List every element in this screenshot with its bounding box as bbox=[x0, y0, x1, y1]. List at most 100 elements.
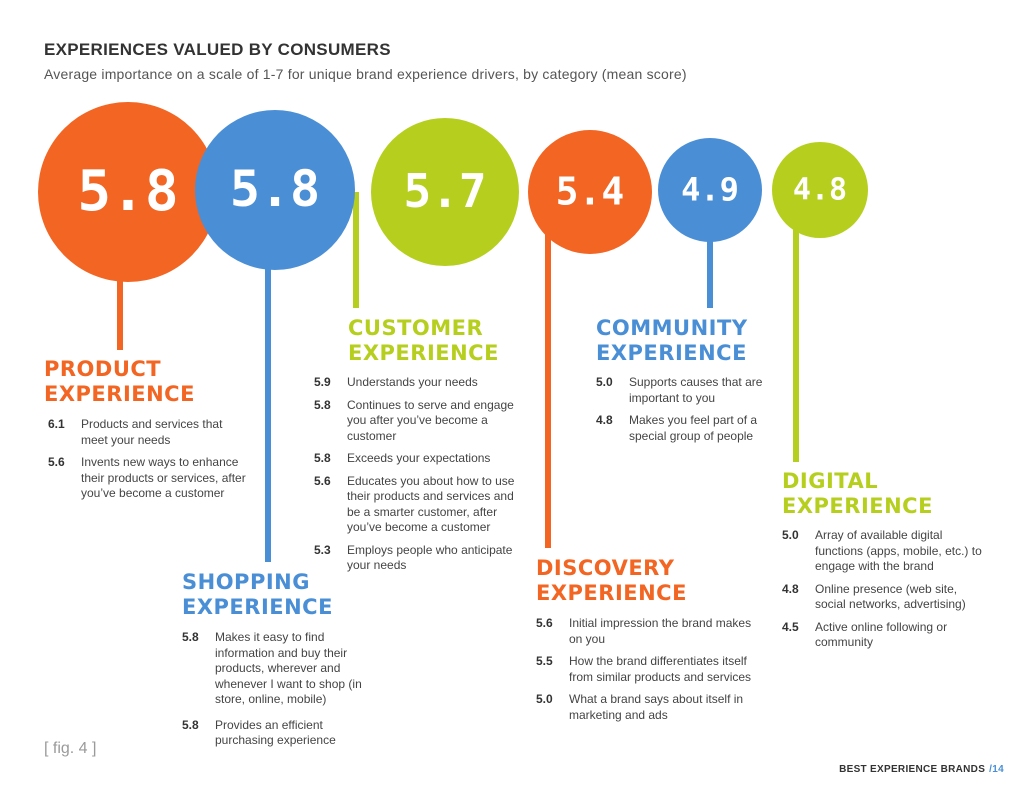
item-score: 5.8 bbox=[314, 397, 331, 412]
bubble-stem bbox=[707, 190, 713, 308]
category-heading-product: PRODUCT EXPERIENCE bbox=[44, 357, 195, 407]
items-customer: 5.9 Understands your needs 5.8 Continues t… bbox=[314, 375, 524, 581]
list-item: 5.9 Understands your needs bbox=[314, 375, 524, 391]
item-label: What a brand says about itself in market… bbox=[569, 692, 744, 722]
category-heading-community: COMMUNITY EXPERIENCE bbox=[596, 316, 748, 366]
item-label: Active online following or community bbox=[815, 619, 948, 650]
list-item: 5.8 Provides an efficient purchasing expe… bbox=[182, 718, 382, 749]
category-name-line1: DIGITAL bbox=[782, 469, 879, 493]
chart-title: EXPERIENCES VALUED BY CONSUMERS bbox=[44, 40, 391, 59]
item-score: 5.8 bbox=[182, 630, 199, 644]
list-item: 5.5 How the brand differentiates itself f… bbox=[536, 654, 766, 685]
item-score: 4.8 bbox=[596, 413, 613, 427]
bubble bbox=[528, 130, 652, 254]
item-label: Makes it easy to find information and bu… bbox=[215, 630, 362, 706]
list-item: 6.1 Products and services that meet your … bbox=[48, 417, 248, 448]
item-label: Employs people who anticipate your needs bbox=[347, 542, 513, 573]
item-label: Makes you feel part of a special group o… bbox=[629, 413, 758, 443]
footer-separator: / bbox=[989, 764, 993, 775]
bubble bbox=[38, 102, 218, 282]
category-heading-digital: DIGITAL EXPERIENCE bbox=[782, 469, 933, 519]
item-score: 4.8 bbox=[782, 581, 799, 596]
item-score: 5.0 bbox=[536, 692, 553, 706]
category-heading-discovery: DISCOVERY EXPERIENCE bbox=[536, 556, 687, 606]
list-item: 5.8 Makes it easy to find information and… bbox=[182, 630, 382, 708]
item-label: Continues to serve and engage you after … bbox=[347, 397, 514, 443]
chart-subtitle: Average importance on a scale of 1-7 for… bbox=[44, 66, 687, 82]
item-score: 6.1 bbox=[48, 417, 65, 431]
category-name-line1: CUSTOMER bbox=[348, 316, 484, 340]
category-heading-shopping: SHOPPING EXPERIENCE bbox=[182, 570, 333, 620]
items-digital: 5.0 Array of available digital functions … bbox=[782, 528, 982, 658]
item-score: 5.6 bbox=[314, 473, 331, 488]
bubble-stem bbox=[265, 190, 271, 562]
category-name-line1: DISCOVERY bbox=[536, 556, 675, 580]
item-score: 5.8 bbox=[314, 451, 331, 465]
list-item: 5.6 Initial impression the brand makes on… bbox=[536, 616, 766, 647]
item-score: 5.3 bbox=[314, 542, 331, 557]
item-label: How the brand differentiates itself from… bbox=[569, 654, 752, 684]
footer-brand: BEST EXPERIENCE BRANDS bbox=[839, 764, 986, 775]
list-item: 5.3 Employs people who anticipate your ne… bbox=[314, 543, 524, 574]
bubble-stem bbox=[545, 192, 551, 548]
figure-label: [ fig. 4 ] bbox=[44, 740, 97, 757]
bubble bbox=[195, 110, 355, 270]
bubble-value-label: 5.8 bbox=[77, 159, 178, 224]
item-score: 5.5 bbox=[536, 654, 553, 668]
list-item: 5.8 Continues to serve and engage you aft… bbox=[314, 398, 524, 445]
item-label: Products and services that meet your nee… bbox=[81, 417, 223, 447]
bubble-value-label: 4.9 bbox=[681, 170, 739, 208]
bubble bbox=[772, 142, 868, 238]
items-discovery: 5.6 Initial impression the brand makes on… bbox=[536, 616, 766, 730]
category-name-line1: SHOPPING bbox=[182, 570, 310, 594]
item-label: Educates you about how to use their prod… bbox=[347, 473, 515, 535]
bubble-value-label: 5.7 bbox=[403, 164, 486, 218]
item-score: 5.6 bbox=[536, 616, 553, 630]
bubble bbox=[371, 118, 519, 266]
list-item: 5.6 Educates you about how to use their p… bbox=[314, 474, 524, 536]
footer-page-number: 14 bbox=[992, 764, 1004, 775]
bubble-value-label: 5.8 bbox=[230, 160, 320, 218]
page-footer: BEST EXPERIENCE BRANDS/14 bbox=[839, 764, 1004, 775]
bubble-stem bbox=[793, 190, 799, 462]
category-name-line2: EXPERIENCE bbox=[782, 494, 933, 518]
item-score: 5.6 bbox=[48, 455, 65, 469]
category-name-line2: EXPERIENCE bbox=[44, 382, 195, 406]
item-label: Provides an efficient purchasing experie… bbox=[215, 717, 336, 748]
bubble-value-label: 4.8 bbox=[793, 173, 847, 208]
list-item: 5.0 What a brand says about itself in mar… bbox=[536, 692, 766, 723]
items-product: 6.1 Products and services that meet your … bbox=[48, 417, 248, 509]
category-name-line2: EXPERIENCE bbox=[182, 595, 333, 619]
items-shopping: 5.8 Makes it easy to find information and… bbox=[182, 630, 382, 756]
list-item: 5.8 Exceeds your expectations bbox=[314, 451, 524, 467]
item-label: Online presence (web site, social networ… bbox=[815, 581, 966, 612]
category-name-line1: COMMUNITY bbox=[596, 316, 748, 340]
category-name-line1: PRODUCT bbox=[44, 357, 162, 381]
list-item: 4.8 Online presence (web site, social net… bbox=[782, 582, 982, 613]
bubble-value-label: 5.4 bbox=[556, 169, 625, 213]
category-heading-customer: CUSTOMER EXPERIENCE bbox=[348, 316, 499, 366]
category-name-line2: EXPERIENCE bbox=[596, 341, 747, 365]
item-score: 5.9 bbox=[314, 375, 331, 389]
list-item: 5.0 Supports causes that are important to… bbox=[596, 375, 776, 406]
item-score: 5.8 bbox=[182, 717, 199, 732]
bubble-stem bbox=[353, 192, 359, 308]
category-name-line2: EXPERIENCE bbox=[536, 581, 687, 605]
bubble bbox=[658, 138, 762, 242]
list-item: 5.6 Invents new ways to enhance their pro… bbox=[48, 455, 248, 502]
item-score: 5.0 bbox=[782, 528, 799, 542]
item-score: 5.0 bbox=[596, 375, 613, 389]
category-name-line2: EXPERIENCE bbox=[348, 341, 499, 365]
list-item: 5.0 Array of available digital functions … bbox=[782, 528, 982, 575]
items-community: 5.0 Supports causes that are important to… bbox=[596, 375, 776, 451]
list-item: 4.8 Makes you feel part of a special grou… bbox=[596, 413, 776, 444]
item-label: Understands your needs bbox=[347, 375, 478, 389]
item-label: Supports causes that are important to yo… bbox=[629, 375, 763, 405]
item-label: Invents new ways to enhance their produc… bbox=[81, 455, 246, 500]
item-label: Initial impression the brand makes on yo… bbox=[569, 616, 752, 646]
item-score: 4.5 bbox=[782, 619, 799, 634]
item-label: Array of available digital functions (ap… bbox=[815, 528, 982, 573]
list-item: 4.5 Active online following or community bbox=[782, 620, 982, 651]
item-label: Exceeds your expectations bbox=[347, 451, 491, 465]
